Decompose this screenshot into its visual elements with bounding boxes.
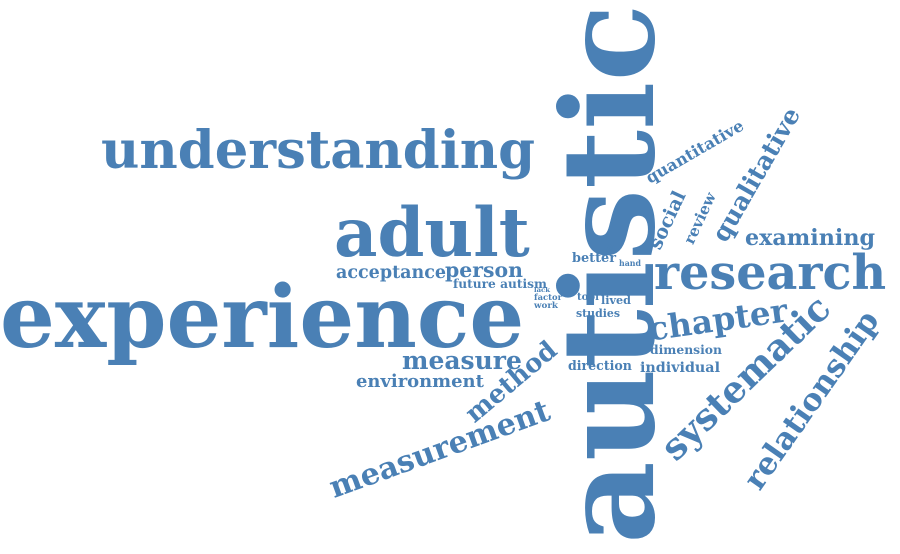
word-work: work	[534, 300, 558, 311]
word-future-autism: future autism	[453, 277, 547, 291]
word-current: current	[598, 333, 639, 344]
word-acceptance: acceptance	[336, 263, 447, 283]
word-experience: experience	[0, 267, 525, 368]
word-environment: environment	[356, 371, 484, 392]
word-understanding: understanding	[101, 118, 536, 181]
word-person: person	[445, 258, 523, 282]
word-hand: hand	[619, 259, 642, 268]
word-studies: studies	[576, 306, 620, 320]
word-lived: lived	[601, 292, 631, 307]
word-tool: tool	[577, 292, 599, 303]
word-research: research	[654, 245, 887, 301]
word-measure: measure	[402, 345, 522, 375]
word-adult: adult	[334, 192, 530, 272]
word-measurement: measurement	[324, 393, 555, 506]
word-individual: individual	[640, 360, 720, 376]
word-factor: factor	[534, 292, 562, 302]
word-better: better	[572, 250, 617, 266]
word-examining: examining	[745, 225, 876, 251]
word-direction: direction	[568, 357, 632, 373]
word-lack: lack	[534, 285, 550, 294]
word-dimension: dimension	[650, 342, 722, 357]
